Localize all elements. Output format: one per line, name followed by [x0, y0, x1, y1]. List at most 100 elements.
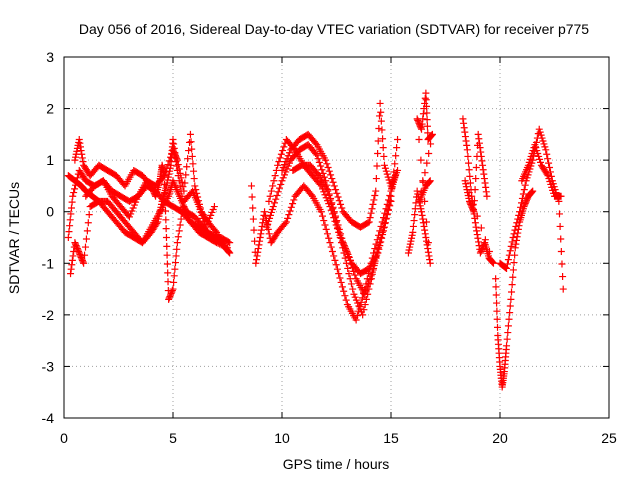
- data-point: [355, 302, 363, 310]
- data-point: [266, 214, 274, 222]
- data-point: [279, 164, 287, 172]
- data-point: [421, 169, 429, 177]
- data-point: [127, 210, 135, 218]
- data-point: [478, 246, 486, 254]
- data-point: [423, 116, 431, 124]
- data-point: [511, 244, 519, 252]
- data-point: [66, 216, 74, 224]
- data-point: [267, 187, 275, 195]
- data-point: [78, 255, 86, 263]
- data-point: [545, 159, 553, 167]
- data-point: [508, 288, 516, 296]
- data-point: [504, 329, 512, 337]
- data-point: [493, 299, 501, 307]
- data-point: [505, 251, 513, 259]
- data-point: [327, 243, 335, 251]
- data-point: [162, 234, 170, 241]
- data-point: [418, 125, 426, 133]
- data-point: [369, 200, 377, 208]
- data-point: [358, 294, 366, 302]
- data-point: [284, 214, 292, 222]
- data-point: [508, 281, 516, 289]
- data-point: [317, 162, 325, 170]
- data-point: [162, 168, 170, 176]
- data-point: [387, 197, 395, 205]
- data-point: [280, 171, 288, 179]
- data-point: [72, 153, 80, 161]
- data-point: [226, 239, 234, 247]
- data-point: [189, 160, 197, 168]
- data-point: [253, 252, 261, 260]
- data-point: [344, 264, 352, 272]
- data-point: [383, 211, 391, 219]
- data-point: [466, 199, 474, 207]
- data-point: [428, 130, 436, 138]
- data-point: [184, 155, 192, 163]
- data-point: [419, 178, 427, 186]
- chart-title: Day 056 of 2016, Sidereal Day-to-day VTE…: [79, 21, 589, 37]
- data-point: [547, 180, 555, 188]
- data-point: [423, 218, 431, 226]
- data-point: [213, 239, 221, 247]
- data-point: [173, 155, 181, 163]
- data-point: [257, 230, 265, 238]
- data-point: [334, 193, 342, 201]
- data-point: [369, 266, 377, 274]
- data-point: [252, 256, 260, 264]
- data-point: [472, 223, 480, 231]
- data-point: [505, 315, 513, 323]
- data-point: [555, 210, 563, 218]
- data-point: [492, 283, 500, 291]
- data-point: [408, 234, 416, 242]
- data-point: [336, 274, 344, 282]
- data-point: [282, 218, 290, 226]
- data-point: [520, 186, 528, 194]
- data-point: [464, 152, 472, 160]
- plot-frame: [63, 56, 610, 419]
- data-point: [473, 212, 481, 220]
- data-point: [345, 253, 353, 261]
- data-point: [267, 208, 275, 216]
- data-point: [132, 198, 140, 206]
- data-point: [373, 248, 381, 256]
- data-point: [290, 196, 298, 204]
- data-point: [414, 118, 422, 126]
- data-point: [542, 146, 550, 154]
- data-point: [475, 238, 483, 246]
- data-point: [284, 152, 292, 160]
- data-point: [410, 217, 418, 225]
- data-point: [129, 204, 137, 212]
- data-point: [128, 207, 136, 215]
- data-point: [511, 226, 519, 234]
- data-point: [196, 204, 204, 212]
- data-point: [331, 256, 339, 264]
- data-point: [274, 161, 282, 169]
- data-point: [325, 234, 333, 242]
- series-arc-j: [289, 161, 382, 319]
- x-tick-label: 20: [492, 430, 508, 446]
- data-point: [467, 202, 475, 210]
- data-point: [171, 259, 179, 267]
- data-point: [536, 155, 544, 163]
- data-point: [372, 240, 380, 248]
- data-point: [71, 239, 79, 247]
- data-point: [77, 147, 85, 155]
- data-point: [360, 306, 368, 314]
- data-point: [474, 130, 482, 138]
- data-point: [504, 322, 512, 330]
- data-point: [347, 260, 355, 268]
- data-point: [378, 228, 386, 236]
- data-point: [531, 141, 539, 149]
- data-point: [362, 295, 370, 303]
- data-point: [71, 185, 79, 193]
- data-point: [208, 208, 216, 216]
- x-tick-label: 0: [60, 430, 68, 446]
- data-point: [321, 221, 329, 229]
- series-arc-m: [492, 187, 537, 391]
- data-point: [368, 270, 376, 278]
- data-point: [545, 175, 553, 183]
- data-point: [405, 246, 413, 254]
- data-point: [512, 222, 520, 230]
- data-point: [421, 230, 429, 238]
